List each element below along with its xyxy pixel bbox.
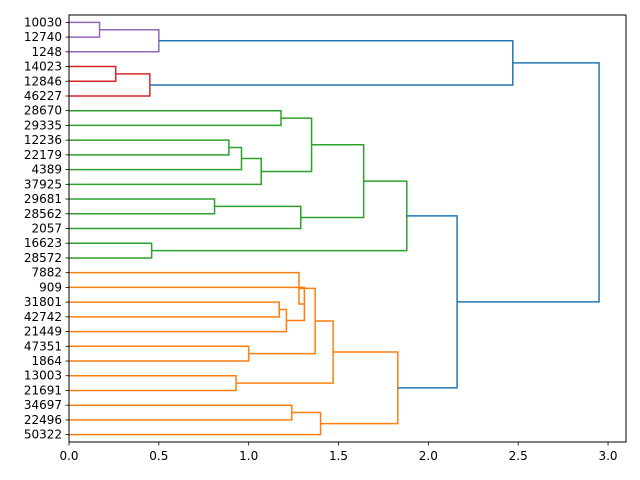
leaf-label: 21449 — [24, 325, 62, 339]
x-tick-label: 2.0 — [419, 449, 438, 463]
x-tick-label: 0.5 — [149, 449, 168, 463]
dendrogram-link — [69, 28, 160, 53]
dendrogram-link — [236, 320, 334, 384]
leaf-label: 12740 — [24, 30, 62, 44]
leaf-label: 29681 — [24, 192, 62, 206]
dendrogram-link — [320, 351, 399, 425]
dendrogram-link — [69, 404, 293, 421]
leaf-label: 31801 — [24, 295, 62, 309]
leaf-label: 1864 — [31, 354, 62, 368]
leaf-label: 47351 — [24, 339, 62, 353]
x-tick-label: 1.0 — [239, 449, 258, 463]
leaf-label: 29335 — [24, 118, 62, 132]
dendrogram-link — [300, 144, 365, 219]
leaf-label: 28670 — [24, 104, 62, 118]
x-tick-label: 3.0 — [598, 449, 617, 463]
dendrogram-link — [151, 180, 408, 252]
dendrogram-link — [69, 65, 117, 83]
dendrogram-link — [69, 286, 306, 322]
leaf-label: 28562 — [24, 207, 62, 221]
leaf-label: 34697 — [24, 398, 62, 412]
dendrogram-link — [248, 287, 316, 355]
leaf-label: 2057 — [31, 222, 62, 236]
x-axis-ticks: 0.0 0.5 1.0 1.5 2.0 2.5 3.0 — [59, 442, 618, 463]
dendrogram-link — [69, 21, 101, 38]
leaf-label: 909 — [39, 280, 62, 294]
leaf-label-group: 1003012740124814023128464622728670293351… — [24, 15, 69, 442]
dendrogram-link — [69, 271, 305, 305]
dendrogram-link — [457, 62, 600, 303]
dendrogram-link — [69, 205, 302, 230]
dendrogram-link — [69, 242, 153, 259]
leaf-label: 37925 — [24, 177, 62, 191]
dendrogram-link — [69, 146, 243, 171]
dendrogram-link — [69, 345, 250, 362]
leaf-label: 1248 — [31, 45, 62, 59]
dendrogram-link — [69, 374, 237, 392]
leaf-label: 42742 — [24, 310, 62, 324]
dendrogram-link — [69, 73, 151, 97]
dendrogram-link — [397, 215, 458, 389]
plot-frame — [68, 14, 627, 443]
leaf-label: 4389 — [31, 163, 62, 177]
leaf-label: 22179 — [24, 148, 62, 162]
x-tick-label: 0.0 — [59, 449, 78, 463]
dendrogram-link — [69, 301, 280, 318]
dendrogram-link — [69, 139, 230, 156]
leaf-label: 12846 — [24, 74, 62, 88]
leaf-label: 28572 — [24, 251, 62, 265]
leaf-label: 7882 — [31, 266, 62, 280]
dendrogram-link — [69, 157, 263, 186]
dendrogram-link — [69, 198, 216, 215]
leaf-label: 13003 — [24, 369, 62, 383]
leaf-label: 22496 — [24, 413, 62, 427]
leaf-label: 21691 — [24, 383, 62, 397]
leaf-label: 46227 — [24, 89, 62, 103]
dendrogram-link — [69, 308, 288, 333]
x-tick-label: 2.5 — [509, 449, 528, 463]
leaf-label: 16623 — [24, 236, 62, 250]
dendrogram-link — [149, 40, 514, 86]
leaf-label: 14023 — [24, 60, 62, 74]
leaf-label: 12236 — [24, 133, 62, 147]
dendrogram-link — [69, 411, 322, 436]
dendrogram-link — [69, 109, 282, 127]
leaf-label: 10030 — [24, 15, 62, 29]
dendrogram-links — [69, 21, 600, 436]
x-tick-label: 1.5 — [329, 449, 348, 463]
leaf-label: 50322 — [24, 428, 62, 442]
